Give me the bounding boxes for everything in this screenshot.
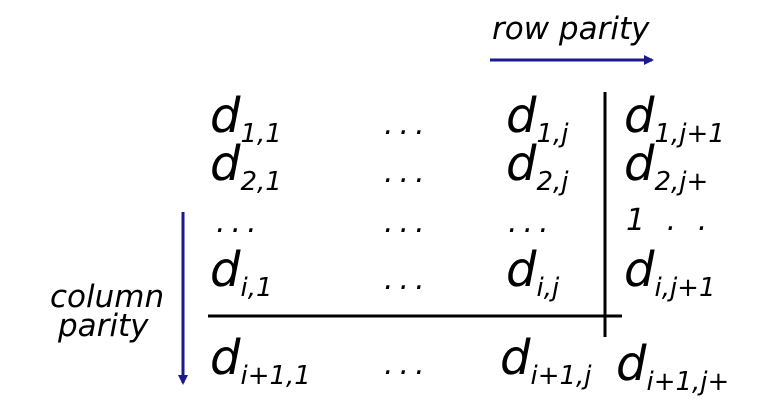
column-parity-label-line2: parity <box>58 308 149 344</box>
row-parity-label: row parity <box>492 11 650 47</box>
cell-ellipsis: ... <box>216 205 263 240</box>
cell-d-i-1: di,1 <box>210 242 273 303</box>
cell-ellipsis: ... <box>508 205 555 240</box>
cell-d-i1-j1: di+1,j+ <box>616 336 730 397</box>
column-parity-label-line1: column <box>50 279 165 315</box>
cell-d-2-j: d2,j <box>506 136 569 197</box>
cell-d-i1-1: di+1,1 <box>210 330 311 391</box>
cell-d-2-j1: d2,j+ <box>624 136 709 197</box>
cell-ellipsis: ... <box>384 107 431 142</box>
cell-ellipsis: ... <box>384 347 431 382</box>
cell-d-1-j1: d1,j+1 <box>624 88 725 149</box>
cell-d-i-j: di,j <box>506 242 560 303</box>
cell-d-i-j1: di,j+1 <box>624 242 716 303</box>
cell-ellipsis: ... <box>384 155 431 190</box>
cell-d-2-1: d2,1 <box>210 136 282 197</box>
cell-ellipsis: 1 . . <box>626 203 714 238</box>
cell-d-1-1: d1,1 <box>210 88 282 149</box>
cell-ellipsis: ... <box>384 262 431 297</box>
cell-d-1-j: d1,j <box>506 88 569 149</box>
cell-d-i1-j: di+1,j <box>500 330 592 391</box>
cell-ellipsis: ... <box>384 205 431 240</box>
